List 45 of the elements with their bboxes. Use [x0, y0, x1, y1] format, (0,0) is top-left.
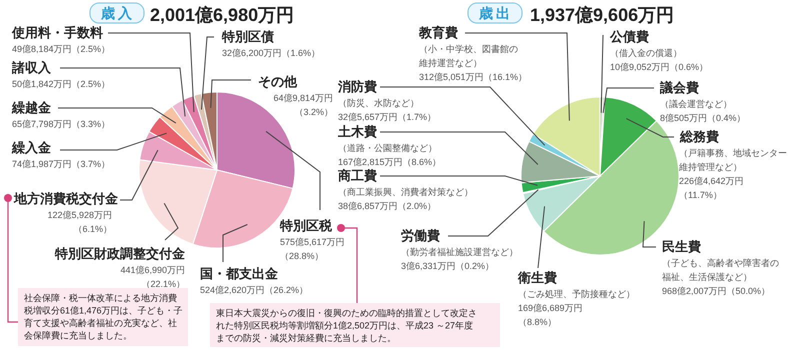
slice-label: 使用料・手数料 [11, 25, 103, 40]
chart-subtitle: 1,937億9,606万円 [530, 5, 674, 25]
slice-label: 特別区税 [279, 218, 333, 233]
chart-subtitle: 2,001億6,980万円 [150, 5, 294, 25]
slice-label: 繰越金 [11, 100, 52, 115]
slice-label: 特別区財政調整交付金 [54, 246, 186, 261]
slice-label: 特別区債 [221, 29, 274, 44]
data-label: （ごみ処理、予防接種など）169億6,689万円（8.8%） [518, 289, 635, 327]
data-label: 575億5,617万円（28.8%） [280, 237, 345, 261]
data-label: （勤労者福祉施設運営など）3億6,331万円（0.2%） [401, 247, 518, 271]
data-label: （借入金の償還）10億9,052万円（0.6%） [610, 48, 708, 72]
slice-label: 民生費 [662, 239, 701, 254]
data-label: （小・中学校、図書館の維持運営など）312億5,051万円（16.1%） [418, 44, 528, 82]
slice-label: 国・都支出金 [200, 266, 279, 281]
data-label: 65億7,798万円（3.3%） [12, 119, 110, 129]
slice-label: 議会費 [659, 80, 699, 95]
data-label: （戸籍事務、地域センター維持管理など）226億4,642万円（11.7%） [678, 148, 787, 200]
slice-label: 消防費 [337, 79, 377, 94]
slice-label: 労働費 [401, 228, 440, 243]
data-label: 64億9,814万円（3.2%） [273, 93, 333, 117]
slice-label: 商工費 [337, 168, 377, 183]
chart-title: 歳入 [100, 5, 135, 21]
slice-label: 繰入金 [11, 140, 52, 155]
data-label: （議会運営など）8億505万円（0.4%） [660, 99, 746, 123]
slice-label: 公債費 [609, 29, 649, 44]
slice-label: 衛生費 [517, 270, 557, 285]
data-label: （防災、水防など）32億5,657万円（1.7%） [338, 98, 436, 122]
slice-label: その他 [258, 74, 298, 89]
data-label: 524億2,620万円（26.2%） [200, 285, 308, 295]
data-label: （商工業振興、消費者対策など）38億6,857万円（2.0%） [338, 187, 473, 211]
data-label: （子ども、高齢者や障害者の福祉、生活保護など）968億2,007万円（50.0%） [662, 258, 779, 296]
slice-label: 教育費 [418, 25, 458, 40]
data-label: 32億6,200万円（1.6%） [222, 48, 320, 58]
data-label: 49億8,184万円（2.5%） [12, 44, 110, 54]
slice-label: 諸収入 [11, 60, 52, 75]
slice-label: 総務費 [679, 129, 719, 144]
text: 社会保障・税一体改革による地方消費税増収分61億1,476万円は、子ども・子育て支援や高齢者福祉の充実など、社会保障費に充当しました。 [24, 293, 183, 340]
data-label: （道路・公園整備など）167億2,815万円（8.6%） [338, 143, 442, 167]
data-label: 50億1,842万円（2.5%） [12, 79, 110, 89]
text: 東日本大震災からの復旧・復興のための臨時的措置として改定された特別区民税均等割増額分1億2,502万円は、平成23 ～27年度までの防災・減災対策経費に充当しました。 [216, 308, 477, 343]
slice-label: 土木費 [337, 124, 377, 139]
chart-title: 歳出 [478, 5, 513, 21]
data-label: 74億1,987万円（3.7%） [12, 159, 110, 169]
slice-label: 地方消費税交付金 [13, 191, 119, 206]
data-label: 122億5,928万円（6.1%） [47, 210, 112, 234]
